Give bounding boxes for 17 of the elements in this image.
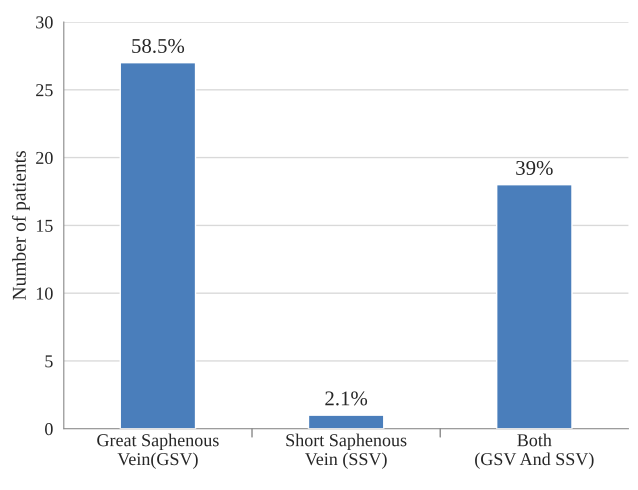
annotation: 2.1% <box>325 391 368 406</box>
bar <box>496 184 573 429</box>
y-axis-title: Number of patients <box>12 151 30 300</box>
y-tick-label: 0 <box>45 423 53 436</box>
x-tick-label: Both (GSV And SSV) <box>475 434 594 469</box>
y-tick-label: 30 <box>36 16 53 28</box>
y-tick-label: 20 <box>36 152 53 164</box>
bar <box>308 414 384 429</box>
annotation: 58.5% <box>132 38 184 54</box>
y-tick-label: 25 <box>36 84 53 96</box>
y-tick-label: 15 <box>36 220 53 232</box>
bar <box>120 62 196 429</box>
y-tick-label: 5 <box>45 355 53 368</box>
annotation: 39% <box>516 160 553 176</box>
x-tick-label: Great Saphenous Vein(GSV) <box>97 434 219 469</box>
y-tick-label: 10 <box>36 287 53 300</box>
x-tick-label: Short Saphenous Vein (SSV) <box>286 434 406 469</box>
